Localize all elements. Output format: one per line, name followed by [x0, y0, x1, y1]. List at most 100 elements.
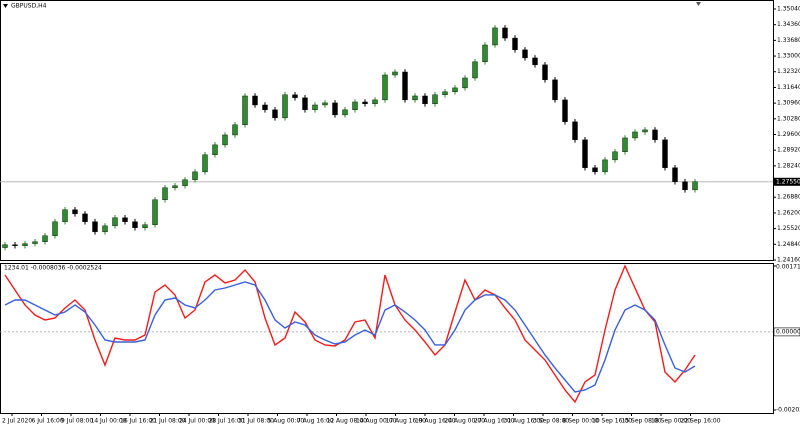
candle-body [552, 79, 558, 101]
candle-body [622, 137, 628, 153]
x-tick-label: 10 Sep 16:00 [592, 418, 632, 425]
x-tick-label: 16 Jul 16:00 [120, 418, 156, 425]
y-tick-label: 1.35040 [777, 5, 800, 12]
candle-body [92, 221, 98, 233]
y-tick-label: 1.26200 [777, 209, 800, 216]
candle-body [422, 95, 428, 105]
x-tick-label: 9 Jul 08:00 [61, 418, 93, 425]
candle-body [72, 209, 78, 215]
x-tick-label: 19 Aug 16:00 [415, 418, 456, 425]
x-tick-label: 3 Sep 08:00 [533, 418, 569, 425]
candle-body [612, 151, 618, 161]
candle-body [582, 139, 588, 168]
candle-body [682, 181, 688, 191]
candle-body [272, 109, 278, 119]
candle-body [472, 61, 478, 79]
indicator-line [4, 281, 696, 393]
candle-body [172, 185, 178, 188]
candle-body [222, 134, 228, 146]
y-tick-label: 0.00000 [776, 328, 800, 335]
candle-body [362, 101, 368, 105]
candle-body [372, 99, 378, 105]
candle-body [292, 94, 298, 99]
candle-body [572, 121, 578, 141]
x-tick-label: 2 Jul 2020 [2, 418, 32, 425]
candle-body [642, 129, 648, 133]
x-tick-label: 5 Aug 00:00 [268, 418, 305, 425]
candle-body [452, 87, 458, 93]
y-tick-label: 1.30960 [777, 100, 800, 107]
candle-body [352, 101, 358, 111]
x-tick-label: 15 Sep 08:00 [622, 418, 662, 425]
y-tick-label: 1.32320 [777, 68, 800, 75]
y-tick-label: 1.24160 [777, 257, 800, 264]
zero-box [773, 327, 800, 337]
candle-body [332, 102, 338, 116]
x-tick-label: 22 Sep 16:00 [681, 418, 721, 425]
candle-body [142, 224, 148, 228]
x-tick-label: 6 Jul 16:00 [32, 418, 64, 425]
x-tick-label: 12 Aug 08:00 [327, 418, 368, 425]
current-price-box [774, 177, 800, 186]
candle-body [382, 74, 388, 101]
candle-body [322, 102, 328, 106]
candle-body [152, 199, 158, 225]
candle-body [432, 94, 438, 105]
y-tick-label: 1.33000 [777, 53, 800, 60]
x-tick-label: 21 Jul 08:00 [150, 418, 186, 425]
y-tick-label: 1.28920 [777, 147, 800, 154]
candle-body [192, 171, 198, 180]
candle-body [302, 97, 308, 111]
candle-body [462, 77, 468, 89]
candle-body [112, 217, 118, 227]
shift-marker [696, 2, 701, 6]
candle-body [562, 99, 568, 123]
candle-body [252, 95, 258, 106]
candle-body [82, 213, 88, 222]
candle-body [492, 27, 498, 46]
y-tick-label: 1.26880 [777, 194, 800, 201]
y-tick-label: 1.29600 [777, 131, 800, 138]
x-tick-label: 14 Aug 00:00 [356, 418, 397, 425]
x-tick-label: 31 Aug 16:00 [504, 418, 545, 425]
candle-body [522, 49, 528, 59]
candle-body [342, 109, 348, 116]
y-tick-label: -0.0020366 [776, 407, 800, 414]
candle-body [42, 235, 48, 242]
x-tick-label: 18 Sep 00:00 [651, 418, 691, 425]
candle-body [392, 71, 398, 76]
x-tick-label: 8 Sep 00:00 [563, 418, 599, 425]
candle-body [502, 27, 508, 39]
candle-body [132, 221, 138, 228]
y-tick-label: 1.30280 [777, 115, 800, 122]
oscillator-panel [0, 263, 774, 414]
candle-body [402, 71, 408, 101]
candle-body [242, 95, 248, 126]
candle-body [412, 95, 418, 101]
x-tick-label: 14 Jul 00:00 [91, 418, 127, 425]
x-tick-label: 7 Aug 16:00 [297, 418, 334, 425]
candle-body [122, 217, 128, 222]
candle-body [162, 187, 168, 200]
candle-body [232, 124, 238, 136]
x-tick-label: 27 Aug 16:00 [474, 418, 515, 425]
x-tick-label: 24 Aug 00:00 [445, 418, 486, 425]
candle-body [62, 209, 68, 222]
candle-body [482, 44, 488, 63]
current-price-label: 1.27550 [776, 178, 800, 185]
candle-body [22, 243, 28, 246]
x-tick-label: 24 Jul 00:00 [179, 418, 215, 425]
candle-body [652, 129, 658, 141]
candle-body [602, 159, 608, 173]
candle-body [592, 167, 598, 173]
candle-body [542, 64, 548, 81]
menu-arrow[interactable] [3, 4, 8, 8]
candle-body [12, 244, 18, 246]
candle-body [512, 37, 518, 51]
candle-body [202, 154, 208, 173]
y-tick-label: 1.34360 [777, 21, 800, 28]
main-panel [0, 0, 774, 261]
